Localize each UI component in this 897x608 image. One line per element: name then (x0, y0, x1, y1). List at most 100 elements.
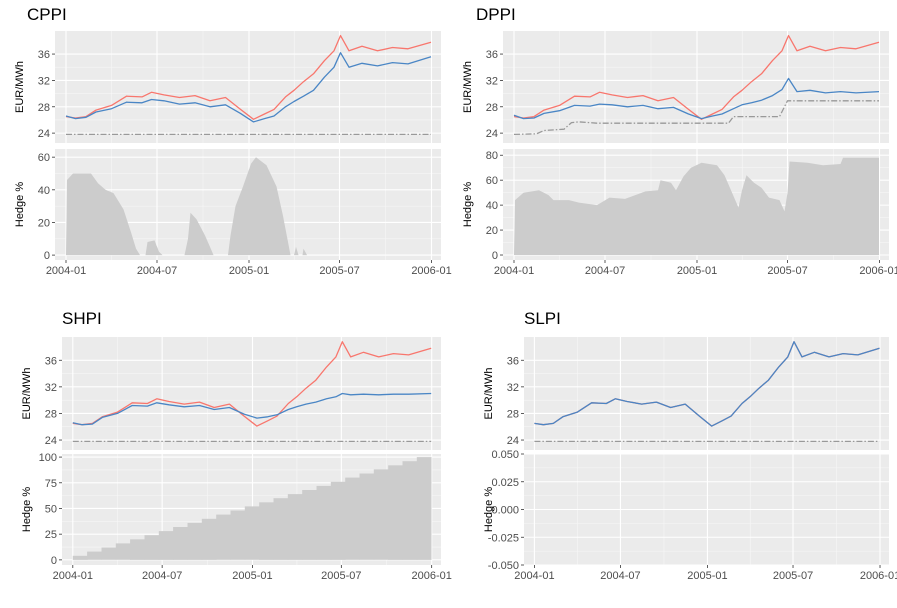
price-y-tick-label: 36 (38, 49, 50, 61)
x-tick-label: 2004-07 (142, 570, 182, 582)
hedge-step-bar (373, 469, 389, 560)
x-tick-label: 2004-01 (514, 570, 554, 582)
hedge-step-bar (388, 465, 403, 560)
x-tick-label: 2004-07 (137, 265, 177, 277)
x-tick-label: 2005-01 (229, 265, 269, 277)
price-panel-background (55, 31, 441, 143)
price-y-axis-label: EUR/MWh (21, 368, 33, 420)
price-y-tick-label: 24 (486, 128, 498, 140)
x-tick-label: 2005-07 (773, 570, 813, 582)
price-y-axis-label: EUR/MWh (462, 61, 474, 113)
hedge-y-tick-label: 50 (45, 503, 57, 515)
hedge-step-bar (416, 457, 432, 560)
facet-title: DPPI (476, 5, 516, 24)
x-tick-label: 2005-01 (232, 570, 272, 582)
hedge-step-bar (87, 551, 102, 560)
x-tick-label: 2005-01 (677, 265, 717, 277)
hedge-step-bar (359, 473, 375, 560)
price-y-tick-label: 32 (45, 382, 57, 394)
hedge-y-tick-label: -0.050 (488, 560, 519, 572)
price-y-axis-label: EUR/MWh (483, 368, 495, 420)
hedge-step-bar (101, 547, 117, 560)
facet-dppi: DPPI 24 28 32 36 EUR/MWh 0 20 40 60 80 Hedge % 2004-… (462, 5, 897, 277)
price-series-line-1 (534, 341, 880, 427)
hedge-y-tick-label: 0.050 (491, 449, 519, 461)
price-panel-background (524, 337, 889, 450)
price-y-tick-label: 36 (45, 355, 57, 367)
hedge-y-tick-label: 60 (486, 175, 498, 187)
facet-shpi: SHPI 24 28 32 36 EUR/MWh 0 25 50 75 100 Hedge % 2004… (21, 309, 452, 582)
price-y-tick-label: 32 (486, 75, 498, 87)
hedge-y-tick-label: 0 (51, 555, 57, 567)
hedge-y-tick-label: 0 (44, 250, 50, 262)
price-y-tick-label: 24 (38, 128, 50, 140)
hedge-step-bar (216, 514, 231, 560)
price-y-axis-label: EUR/MWh (14, 61, 26, 113)
price-panel-background (503, 31, 889, 143)
price-y-tick-label: 36 (507, 355, 519, 367)
x-tick-label: 2005-01 (687, 570, 727, 582)
hedge-y-tick-label: 75 (45, 478, 57, 490)
x-tick-label: 2006-01 (411, 265, 451, 277)
x-tick-label: 2004-07 (585, 265, 625, 277)
x-tick-label: 2004-01 (46, 265, 86, 277)
hedge-y-axis-label: Hedge % (21, 487, 33, 532)
hedge-y-axis-label: Hedge % (462, 182, 474, 227)
hedge-y-axis-label: Hedge % (483, 487, 495, 532)
price-y-tick-label: 28 (45, 408, 57, 420)
price-series-line-0 (72, 341, 432, 427)
x-tick-label: 2004-07 (600, 570, 640, 582)
hedge-step-bar (244, 506, 260, 560)
hedge-y-tick-label: 20 (486, 225, 498, 237)
price-y-tick-label: 32 (38, 75, 50, 87)
hedge-step-bar (130, 539, 145, 560)
x-tick-label: 2005-07 (767, 265, 807, 277)
price-series-line-1 (513, 77, 880, 120)
hedge-step-bar (115, 543, 131, 560)
hedge-area (66, 157, 431, 256)
hedge-step-bar (330, 481, 346, 560)
hedge-step-bar (201, 518, 217, 560)
hedge-y-tick-label: 0 (492, 250, 498, 262)
hedge-step-bar (316, 485, 332, 560)
hedge-step-bar (144, 535, 160, 560)
hedge-y-tick-label: 40 (38, 185, 50, 197)
price-series-line-1 (72, 392, 432, 426)
hedge-step-bar (259, 502, 274, 560)
facet-cppi: CPPI 24 28 32 36 EUR/MWh 0 20 40 60 Hedge % 2004-01… (14, 5, 452, 277)
price-y-tick-label: 24 (45, 435, 57, 447)
hedge-y-tick-label: 0.025 (491, 477, 519, 489)
price-y-tick-label: 28 (507, 408, 519, 420)
price-y-tick-label: 24 (507, 435, 519, 447)
facet-title: CPPI (27, 5, 67, 24)
x-tick-label: 2006-01 (411, 570, 451, 582)
x-tick-label: 2004-01 (494, 265, 534, 277)
hedge-y-tick-label: 60 (38, 152, 50, 164)
hedge-step-bar (187, 522, 203, 560)
hedge-y-tick-label: 40 (486, 200, 498, 212)
hedge-y-tick-label: 25 (45, 529, 57, 541)
hedge-step-bar (402, 461, 418, 560)
x-tick-label: 2005-07 (321, 570, 361, 582)
hedge-area (514, 157, 879, 255)
price-series-line-0 (65, 34, 432, 120)
price-panel-background (62, 337, 441, 450)
hedge-step-bar (158, 531, 174, 560)
facet-slpi: SLPI 24 28 32 36 EUR/MWh -0.050 -0.025 0.000 0.02… (483, 309, 897, 582)
hedge-y-tick-label: 80 (486, 150, 498, 162)
hedge-step-bar (345, 477, 360, 560)
facet-title: SHPI (62, 309, 102, 328)
price-series-line-2 (513, 100, 879, 136)
hedge-step-bar (72, 555, 88, 560)
x-tick-label: 2004-01 (53, 570, 93, 582)
facet-title: SLPI (524, 309, 561, 328)
hedge-y-tick-label: -0.025 (488, 532, 519, 544)
hedge-step-bar (287, 494, 303, 560)
hedge-y-tick-label: 0.000 (491, 505, 519, 517)
price-y-tick-label: 32 (507, 382, 519, 394)
hedge-y-axis-label: Hedge % (14, 182, 26, 227)
x-tick-label: 2006-01 (860, 570, 897, 582)
x-tick-label: 2005-07 (319, 265, 359, 277)
hedge-step-bar (173, 527, 188, 560)
